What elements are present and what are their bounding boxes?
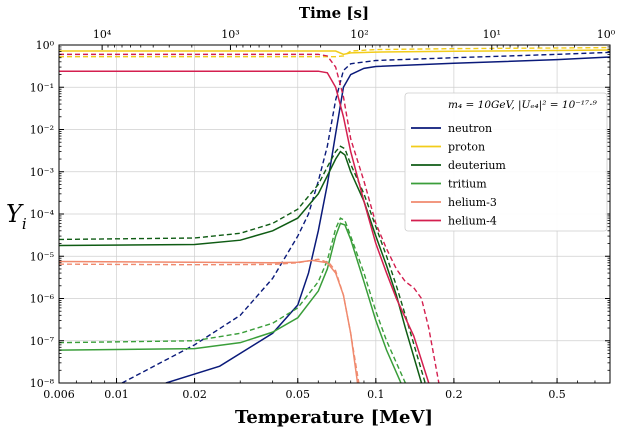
y-tick-label: 10⁻³ xyxy=(30,166,54,179)
deuterium-dashed-line xyxy=(59,145,426,383)
legend-title: m₄ = 10GeV, |Uₑ₄|² = 10⁻¹⁷·⁹ xyxy=(448,99,598,112)
legend-label-helium-4: helium-4 xyxy=(448,215,497,228)
x-tick-label: 0.01 xyxy=(104,388,129,401)
y-tick-label: 10⁻⁵ xyxy=(30,250,54,263)
neutron-dashed-line xyxy=(121,51,610,383)
legend-label-deuterium: deuterium xyxy=(448,159,506,172)
proton-dashed-line xyxy=(59,46,610,58)
neutron-line xyxy=(165,56,610,383)
y-tick-label: 10⁻² xyxy=(30,124,54,137)
x-tick-label: 0.1 xyxy=(367,388,385,401)
top-tick-label: 10³ xyxy=(221,28,239,41)
y-tick-label: 10⁰ xyxy=(36,39,55,52)
y-tick-label: 10⁻⁷ xyxy=(30,335,55,348)
axes: 0.006 0.01 0.02 0.05 0.1 0.2 0.5 10⁰ 10⁻¹ 10⁻² 10⁻… xyxy=(30,28,616,401)
y-axis-title: Yi xyxy=(6,200,27,233)
top-axis-title: Time [s] xyxy=(299,4,369,22)
y-tick-label: 10⁻⁴ xyxy=(30,208,55,221)
x-axis-title: Temperature [MeV] xyxy=(235,407,433,428)
top-tick-label: 10¹ xyxy=(483,28,501,41)
x-tick-label: 0.2 xyxy=(445,388,463,401)
tritium-dashed-line xyxy=(59,217,407,383)
legend-label-tritium: tritium xyxy=(448,178,487,191)
top-tick-label: 10² xyxy=(350,28,368,41)
legend-box xyxy=(404,92,608,232)
helium-3-line xyxy=(59,259,359,383)
helium-3-dashed-line xyxy=(59,258,360,383)
x-tick-label: 0.5 xyxy=(548,388,566,401)
helium-4-line xyxy=(59,70,430,383)
legend-label-helium-3: helium-3 xyxy=(448,196,497,209)
x-tick-label: 0.006 xyxy=(43,388,75,401)
top-tick-label: 10⁴ xyxy=(93,28,112,41)
legend-items: neutron proton deuterium tritium helium-3 hel… xyxy=(411,122,506,228)
deuterium-line xyxy=(59,150,423,383)
y-tick-label: 10⁻¹ xyxy=(30,81,54,94)
proton-line xyxy=(59,49,610,56)
tritium-line xyxy=(59,222,402,383)
helium-4-dashed-line xyxy=(59,53,440,383)
legend: m₄ = 10GeV, |Uₑ₄|² = 10⁻¹⁷·⁹ neutron prot… xyxy=(404,92,608,232)
y-tick-label: 10⁻⁸ xyxy=(30,377,55,390)
legend-label-proton: proton xyxy=(448,141,485,154)
y-tick-label: 10⁻⁶ xyxy=(30,293,55,306)
top-tick-label: 10⁰ xyxy=(597,28,616,41)
series-layer xyxy=(59,46,610,383)
x-tick-label: 0.02 xyxy=(182,388,207,401)
legend-label-neutron: neutron xyxy=(448,122,492,135)
x-tick-label: 0.05 xyxy=(286,388,311,401)
